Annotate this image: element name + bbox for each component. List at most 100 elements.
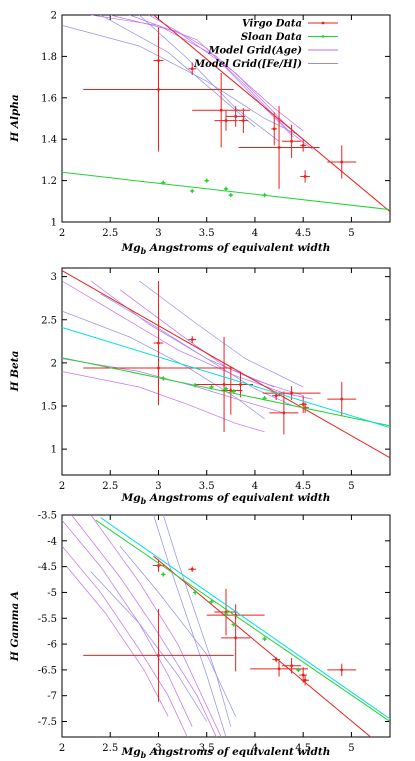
y-tick-label: 1	[51, 218, 57, 229]
x-tick-label: 3.5	[199, 228, 215, 239]
virgo-data-point	[234, 115, 237, 118]
sloan-data-point-dot	[205, 179, 208, 182]
x-axis-label: Mgb Angstroms of equivalent width	[121, 242, 331, 256]
sloan-data-point-dot	[194, 384, 197, 387]
sloan-data-point-dot	[229, 193, 232, 197]
sloan-data-point-dot	[232, 390, 235, 393]
virgo-data-point	[157, 366, 160, 370]
y-tick-label: -6.5	[38, 665, 57, 676]
plot-area	[62, 270, 390, 459]
virgo-data-point	[340, 668, 343, 672]
virgo-data-point	[157, 88, 160, 91]
model-grid-feh-line	[119, 545, 236, 717]
x-tick-label: 3	[155, 481, 161, 492]
virgo-data-point	[234, 613, 237, 617]
model-grid-age-line	[90, 515, 222, 737]
virgo-data-point	[222, 383, 226, 386]
x-tick-label: 5	[348, 743, 354, 754]
sloan-data-point-dot	[297, 668, 300, 671]
virgo-data-point	[301, 673, 305, 677]
x-tick-label: 2	[59, 228, 65, 239]
model-grid-age-line	[62, 358, 284, 414]
sloan-data-point-dot	[194, 591, 197, 594]
model-grid-age-line	[129, 15, 314, 150]
model-grid-feh-line	[138, 15, 280, 142]
y-tick-label: -4	[47, 536, 57, 547]
virgo-data-point	[191, 67, 194, 71]
model-grid-age-line	[90, 280, 304, 396]
y-tick-label: -6	[47, 640, 57, 651]
sloan-data-point-dot	[210, 385, 213, 389]
fit-line	[100, 517, 390, 720]
model-grid-feh-line	[62, 310, 265, 420]
legend-marker	[321, 35, 325, 38]
virgo-data-point	[340, 397, 343, 401]
x-axis-label: Mgb Angstroms of equivalent width	[121, 746, 331, 760]
x-tick-label: 3	[155, 228, 161, 239]
virgo-data-point	[340, 160, 343, 164]
x-tick-label: 4.5	[295, 743, 311, 754]
virgo-data-point	[274, 394, 278, 397]
fit-line	[62, 270, 390, 459]
y-axis-label: H Alpha	[9, 94, 21, 143]
virgo-data-point	[282, 411, 286, 415]
x-tick-label: 2.5	[102, 481, 118, 492]
sloan-data-point-dot	[263, 193, 266, 197]
legend-marker	[321, 21, 325, 25]
model-grid-age-line	[62, 519, 193, 727]
virgo-data-point	[157, 564, 160, 567]
plot-area	[62, 15, 390, 212]
sloan-data-point-dot	[210, 600, 213, 603]
plot-frame	[61, 14, 391, 223]
y-tick-label: -7	[47, 691, 57, 702]
y-tick-label: 1.8	[41, 52, 57, 63]
model-grid-age-line	[66, 566, 169, 717]
chart-panel-3: 2 2.5 3 3.5 4 4.5 5 -3.5 -4 -4.5 -5 -5.5 -6 -6.5 -7 -7.…	[9, 511, 391, 760]
x-tick-label: 4	[252, 743, 258, 754]
sloan-data-point-dot	[224, 187, 228, 190]
y-axis-label: H Beta	[9, 350, 21, 392]
y-tick-label: 1.6	[41, 93, 57, 104]
fit-line	[153, 555, 372, 737]
legend: Virgo Data Sloan Data Model Grid(Age) Model…	[193, 19, 338, 70]
y-tick-label: 2.5	[41, 315, 57, 326]
x-tick-label: 2.5	[102, 743, 118, 754]
x-tick-label: 2	[59, 481, 65, 492]
legend-entry-label: Sloan Data	[241, 32, 302, 43]
virgo-data-point	[274, 658, 278, 661]
model-grid-feh-line	[100, 293, 294, 407]
legend-entry-label: Virgo Data	[242, 19, 302, 30]
model-grid-age-line	[62, 280, 313, 400]
virgo-data-point	[157, 654, 160, 657]
sloan-data-point-dot	[224, 613, 228, 616]
virgo-data-point	[290, 664, 293, 667]
fit-line	[62, 327, 390, 429]
sloan-data-point-dot	[162, 377, 165, 380]
y-tick-label: 3	[51, 272, 57, 283]
virgo-data-point	[303, 175, 307, 178]
x-tick-label: 2	[59, 743, 65, 754]
sloan-data-point-dot	[191, 189, 194, 193]
legend-entry-label: Model Grid(Age)	[207, 46, 302, 57]
sloan-data-point-dot	[162, 181, 165, 184]
plot-area	[62, 515, 390, 737]
x-tick-label: 5	[348, 228, 354, 239]
legend-entry-label: Model Grid([Fe/H])	[193, 59, 302, 70]
x-tick-label: 4	[252, 228, 258, 239]
virgo-data-point	[301, 144, 305, 147]
virgo-data-point	[191, 338, 194, 341]
fit-line	[62, 357, 390, 427]
y-tick-label: 1.5	[41, 402, 57, 413]
fit-line	[153, 15, 390, 212]
y-tick-label: 1.2	[41, 176, 57, 187]
y-tick-label: -7.5	[38, 717, 57, 728]
x-tick-label: 5	[348, 481, 354, 492]
x-tick-label: 2.5	[102, 228, 118, 239]
x-tick-label: 3	[155, 743, 161, 754]
fit-line	[95, 519, 390, 722]
x-tick-label: 4.5	[295, 228, 311, 239]
y-tick-label: 1.4	[41, 135, 57, 146]
sloan-data-point-dot	[162, 573, 165, 576]
